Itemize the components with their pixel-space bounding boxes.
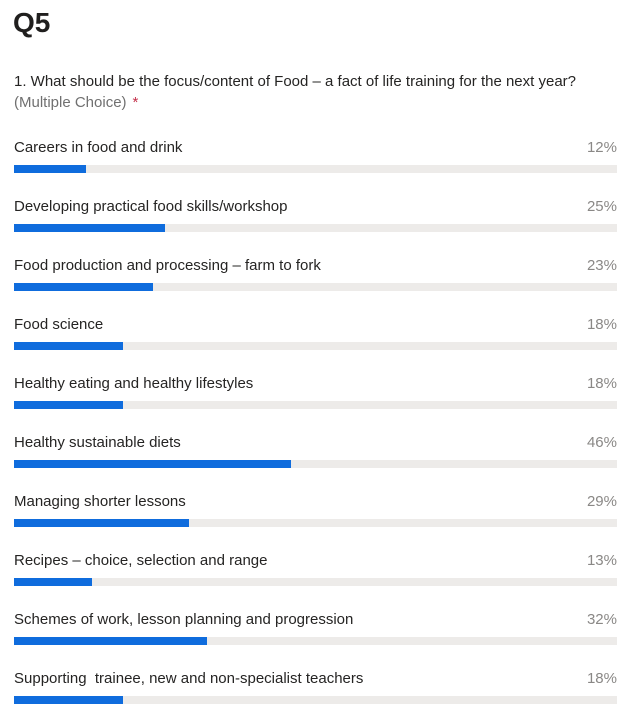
option-percentage: 46% bbox=[586, 434, 617, 451]
bar-fill bbox=[14, 578, 92, 586]
option-label: Recipes – choice, selection and range bbox=[14, 552, 268, 569]
result-row: Healthy eating and healthy lifestyles 18% bbox=[14, 366, 617, 425]
bar-track bbox=[14, 283, 617, 291]
result-row: Schemes of work, lesson planning and pro… bbox=[14, 602, 617, 661]
option-label: Schemes of work, lesson planning and pro… bbox=[14, 611, 354, 628]
option-percentage: 12% bbox=[586, 139, 617, 156]
bar-track bbox=[14, 637, 617, 645]
option-percentage: 25% bbox=[586, 198, 617, 215]
option-label: Food production and processing – farm to… bbox=[14, 257, 321, 274]
question-text: 1. What should be the focus/content of F… bbox=[14, 73, 577, 90]
bar-fill bbox=[14, 165, 86, 173]
option-label: Food science bbox=[14, 316, 104, 333]
bar-fill bbox=[14, 637, 207, 645]
result-row: Developing practical food skills/worksho… bbox=[14, 189, 617, 248]
result-row: Careers in food and drink 12% bbox=[14, 130, 617, 189]
option-percentage: 18% bbox=[586, 375, 617, 392]
results-bar-chart: Careers in food and drink 12% Developing p… bbox=[14, 130, 617, 720]
bar-fill bbox=[14, 460, 291, 468]
result-row: Food production and processing – farm to… bbox=[14, 248, 617, 307]
bar-track bbox=[14, 696, 617, 704]
question-type: (Multiple Choice) * bbox=[14, 93, 138, 113]
bar-track bbox=[14, 401, 617, 409]
option-percentage: 13% bbox=[586, 552, 617, 569]
option-label: Healthy eating and healthy lifestyles bbox=[14, 375, 254, 392]
bar-fill bbox=[14, 401, 123, 409]
result-row: Managing shorter lessons 29% bbox=[14, 484, 617, 543]
option-percentage: 18% bbox=[586, 670, 617, 687]
option-label: Careers in food and drink bbox=[14, 139, 183, 156]
bar-track bbox=[14, 224, 617, 232]
option-percentage: 32% bbox=[586, 611, 617, 628]
question-type-label: (Multiple Choice) bbox=[14, 94, 127, 111]
bar-track bbox=[14, 165, 617, 173]
result-row: Food science 18% bbox=[14, 307, 617, 366]
bar-fill bbox=[14, 696, 123, 704]
bar-fill bbox=[14, 519, 189, 527]
result-row: Healthy sustainable diets 46% bbox=[14, 425, 617, 484]
option-label: Developing practical food skills/worksho… bbox=[14, 198, 288, 215]
bar-track bbox=[14, 460, 617, 468]
bar-track bbox=[14, 578, 617, 586]
bar-fill bbox=[14, 224, 165, 232]
page-title: Q5 bbox=[13, 7, 51, 38]
option-label: Healthy sustainable diets bbox=[14, 434, 181, 451]
bar-fill bbox=[14, 342, 123, 350]
option-label: Managing shorter lessons bbox=[14, 493, 186, 510]
result-row: Supporting trainee, new and non-speciali… bbox=[14, 661, 617, 720]
option-percentage: 23% bbox=[586, 257, 617, 274]
bar-track bbox=[14, 342, 617, 350]
option-percentage: 29% bbox=[586, 493, 617, 510]
required-marker: * bbox=[132, 94, 139, 111]
bar-fill bbox=[14, 283, 153, 291]
bar-track bbox=[14, 519, 617, 527]
option-label: Supporting trainee, new and non-speciali… bbox=[14, 670, 364, 687]
option-percentage: 18% bbox=[586, 316, 617, 333]
result-row: Recipes – choice, selection and range 13% bbox=[14, 543, 617, 602]
